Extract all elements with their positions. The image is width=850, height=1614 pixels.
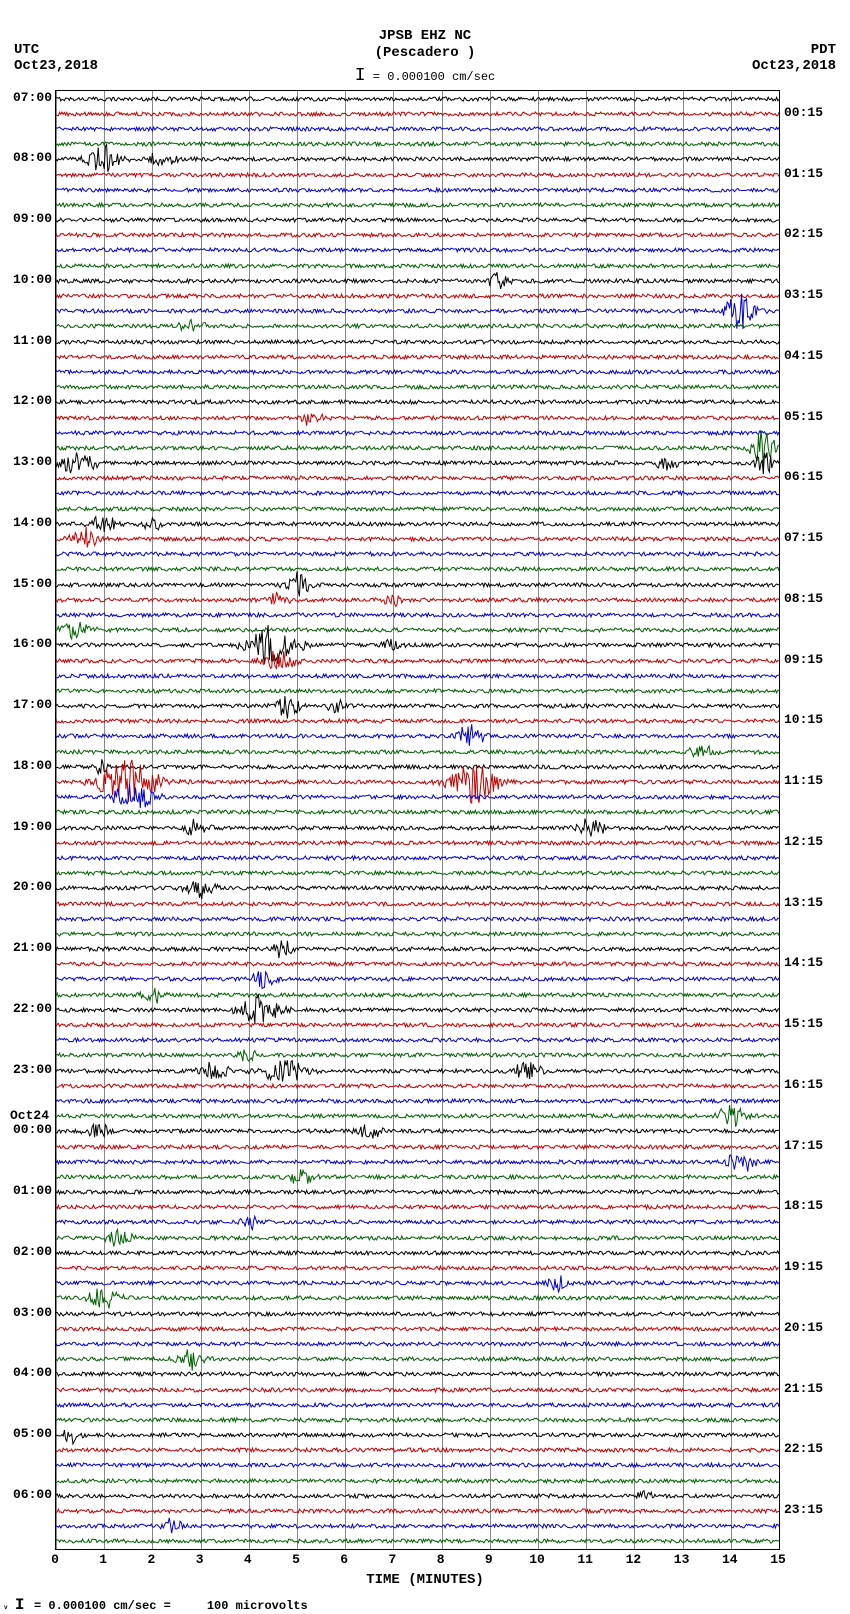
pdt-hour-label: 02:15: [784, 226, 844, 241]
pdt-hour-label: 23:15: [784, 1502, 844, 1517]
page-header: JPSB EHZ NC (Pescadero ) I = 0.000100 cm…: [0, 28, 850, 87]
utc-hour-label: 14:00: [2, 515, 52, 530]
utc-hour-label: 01:00: [2, 1183, 52, 1198]
utc-hour-label: 17:00: [2, 697, 52, 712]
seismogram-plot: [55, 90, 780, 1550]
x-tick: 4: [244, 1552, 252, 1567]
x-tick: 12: [626, 1552, 642, 1567]
pdt-hour-label: 07:15: [784, 530, 844, 545]
utc-hour-label: 19:00: [2, 819, 52, 834]
utc-hour-label: 02:00: [2, 1244, 52, 1259]
grid-line: [779, 91, 780, 1549]
midnight-date-label: Oct24: [10, 1108, 49, 1123]
x-tick: 6: [340, 1552, 348, 1567]
pdt-hour-label: 09:15: [784, 652, 844, 667]
utc-hour-label: 21:00: [2, 940, 52, 955]
pdt-hour-label: 21:15: [784, 1381, 844, 1396]
pdt-hour-label: 01:15: [784, 166, 844, 181]
amplitude-scale: I = 0.000100 cm/sec: [0, 66, 850, 88]
x-tick: 8: [437, 1552, 445, 1567]
seismogram-page: JPSB EHZ NC (Pescadero ) I = 0.000100 cm…: [0, 0, 850, 1613]
x-tick: 5: [292, 1552, 300, 1567]
pdt-hour-label: 20:15: [784, 1320, 844, 1335]
pdt-hour-label: 00:15: [784, 105, 844, 120]
pdt-hour-label: 04:15: [784, 348, 844, 363]
pdt-hour-label: 15:15: [784, 1016, 844, 1031]
pdt-hour-label: 16:15: [784, 1077, 844, 1092]
utc-hour-label: 23:00: [2, 1062, 52, 1077]
pdt-hour-label: 11:15: [784, 773, 844, 788]
x-tick: 1: [99, 1552, 107, 1567]
utc-hour-label: 05:00: [2, 1426, 52, 1441]
pdt-hour-label: 13:15: [784, 895, 844, 910]
date-left: Oct23,2018: [14, 58, 98, 74]
x-tick: 13: [674, 1552, 690, 1567]
x-tick: 9: [485, 1552, 493, 1567]
utc-hour-label: 16:00: [2, 636, 52, 651]
footer-scale: v I = 0.000100 cm/sec = 100 microvolts: [4, 1596, 308, 1614]
utc-hour-label: 12:00: [2, 393, 52, 408]
utc-hour-label: 00:00: [2, 1122, 52, 1137]
pdt-hour-label: 05:15: [784, 409, 844, 424]
pdt-hour-label: 22:15: [784, 1441, 844, 1456]
pdt-hour-label: 14:15: [784, 955, 844, 970]
utc-hour-label: 06:00: [2, 1487, 52, 1502]
pdt-hour-label: 18:15: [784, 1198, 844, 1213]
pdt-hour-label: 19:15: [784, 1259, 844, 1274]
pdt-hour-label: 17:15: [784, 1138, 844, 1153]
x-tick: 7: [388, 1552, 396, 1567]
utc-hour-label: 22:00: [2, 1001, 52, 1016]
utc-hour-label: 10:00: [2, 272, 52, 287]
x-axis-label: TIME (MINUTES): [0, 1572, 850, 1588]
utc-hour-label: 20:00: [2, 879, 52, 894]
pdt-hour-label: 12:15: [784, 834, 844, 849]
station-name: (Pescadero ): [0, 45, 850, 62]
utc-hour-label: 11:00: [2, 333, 52, 348]
date-right: Oct23,2018: [752, 58, 836, 74]
x-tick: 0: [51, 1552, 59, 1567]
x-tick: 15: [770, 1552, 786, 1567]
utc-hour-label: 09:00: [2, 211, 52, 226]
utc-hour-label: 03:00: [2, 1305, 52, 1320]
utc-hour-label: 04:00: [2, 1365, 52, 1380]
utc-hour-label: 08:00: [2, 150, 52, 165]
station-id: JPSB EHZ NC: [0, 28, 850, 45]
tz-right: PDT: [811, 42, 836, 58]
x-tick: 2: [147, 1552, 155, 1567]
x-tick: 10: [529, 1552, 545, 1567]
tz-left: UTC: [14, 42, 39, 58]
x-tick: 14: [722, 1552, 738, 1567]
pdt-hour-label: 10:15: [784, 712, 844, 727]
pdt-hour-label: 03:15: [784, 287, 844, 302]
x-tick: 11: [577, 1552, 593, 1567]
pdt-hour-label: 06:15: [784, 469, 844, 484]
pdt-hour-label: 08:15: [784, 591, 844, 606]
x-tick: 3: [196, 1552, 204, 1567]
utc-hour-label: 07:00: [2, 90, 52, 105]
utc-hour-label: 15:00: [2, 576, 52, 591]
seismogram-trace: [56, 1541, 779, 1542]
utc-hour-label: 18:00: [2, 758, 52, 773]
utc-hour-label: 13:00: [2, 454, 52, 469]
